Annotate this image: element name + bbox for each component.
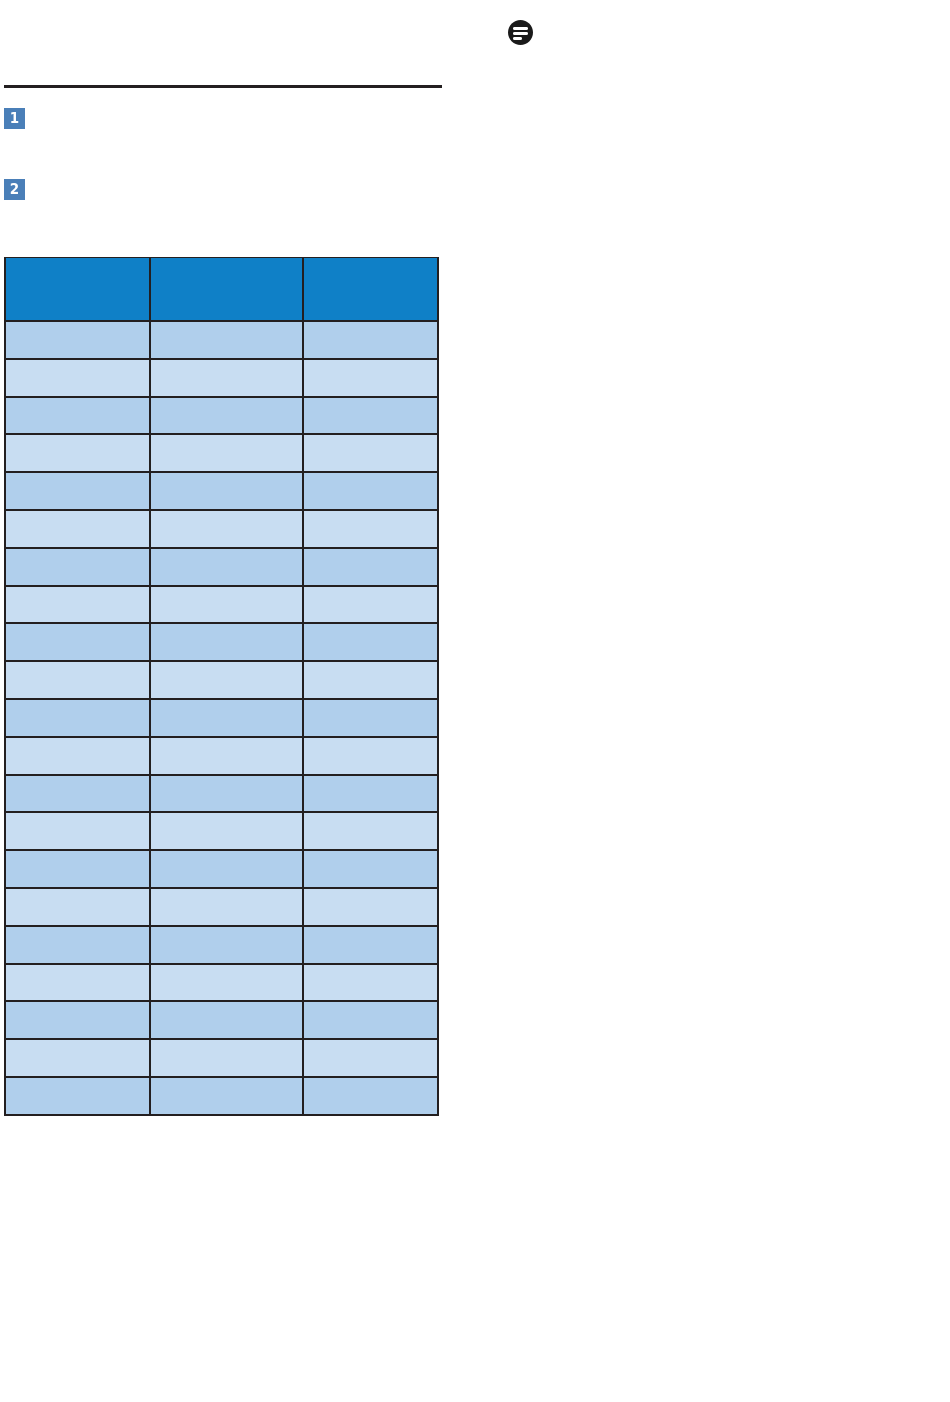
section-divider: [4, 85, 442, 88]
table-cell: [149, 471, 304, 511]
table-cell: [302, 1038, 439, 1078]
table-row: [4, 508, 439, 549]
table-cell: [149, 811, 304, 852]
table-cell: [4, 622, 151, 663]
table-row: [4, 849, 439, 889]
step-badge-2: 2: [4, 179, 25, 200]
table-cell: [149, 773, 304, 814]
table-row: [4, 433, 439, 474]
table-header-cell: [149, 257, 304, 322]
table-cell: [302, 584, 439, 625]
table-row: [4, 1075, 439, 1116]
table-cell: [149, 584, 304, 625]
table-row: [4, 924, 439, 965]
table-cell: [4, 735, 151, 776]
table-row: [4, 622, 439, 663]
table-cell: [149, 660, 304, 700]
table-header-cell: [4, 257, 151, 322]
table-row: [4, 962, 439, 1003]
table-header-row: [4, 257, 439, 322]
table-row: [4, 471, 439, 511]
table-row: [4, 735, 439, 776]
table-cell: [4, 1075, 151, 1116]
table-cell: [302, 660, 439, 700]
table-cell: [302, 849, 439, 889]
table-cell: [149, 1038, 304, 1078]
table-cell: [149, 395, 304, 436]
table-row: [4, 395, 439, 436]
table-header-cell: [302, 257, 439, 322]
table-row: [4, 773, 439, 814]
table-row: [4, 697, 439, 738]
table-cell: [4, 1038, 151, 1078]
table-cell: [4, 924, 151, 965]
table-cell: [149, 886, 304, 927]
table-cell: [149, 320, 304, 360]
table-cell: [4, 1000, 151, 1041]
table-cell: [149, 622, 304, 663]
table-cell: [302, 811, 439, 852]
step-badge-1: 1: [4, 108, 25, 129]
table-cell: [302, 357, 439, 398]
table-cell: [302, 697, 439, 738]
table-cell: [149, 735, 304, 776]
table-cell: [302, 924, 439, 965]
table-row: [4, 1000, 439, 1041]
table-cell: [149, 924, 304, 965]
table-cell: [302, 622, 439, 663]
table-cell: [302, 433, 439, 474]
table-row: [4, 320, 439, 360]
table-cell: [149, 849, 304, 889]
table-cell: [4, 886, 151, 927]
table-cell: [149, 357, 304, 398]
table-cell: [4, 697, 151, 738]
table-row: [4, 584, 439, 625]
table-cell: [149, 1075, 304, 1116]
table-cell: [4, 660, 151, 700]
table-cell: [302, 1000, 439, 1041]
table-row: [4, 1038, 439, 1078]
table-cell: [4, 849, 151, 889]
table-cell: [149, 697, 304, 738]
table-cell: [4, 471, 151, 511]
table-row: [4, 546, 439, 587]
table-cell: [302, 886, 439, 927]
table-cell: [149, 508, 304, 549]
table-row: [4, 357, 439, 398]
table-cell: [302, 471, 439, 511]
table-cell: [302, 508, 439, 549]
table-cell: [4, 508, 151, 549]
table-cell: [302, 735, 439, 776]
table-cell: [149, 433, 304, 474]
table-cell: [302, 1075, 439, 1116]
table-cell: [4, 546, 151, 587]
table-cell: [4, 433, 151, 474]
table-cell: [4, 357, 151, 398]
table-cell: [4, 584, 151, 625]
table-cell: [149, 546, 304, 587]
table-cell: [302, 962, 439, 1003]
data-table: [4, 257, 439, 1116]
table-cell: [4, 773, 151, 814]
table-cell: [302, 320, 439, 360]
table-cell: [302, 395, 439, 436]
table-cell: [302, 773, 439, 814]
table-row: [4, 811, 439, 852]
table-row: [4, 660, 439, 700]
table-cell: [4, 395, 151, 436]
table-cell: [149, 1000, 304, 1041]
table-cell: [4, 811, 151, 852]
table-cell: [4, 320, 151, 360]
table-row: [4, 886, 439, 927]
table-cell: [149, 962, 304, 1003]
note-icon: [508, 20, 533, 45]
table-cell: [302, 546, 439, 587]
table-cell: [4, 962, 151, 1003]
